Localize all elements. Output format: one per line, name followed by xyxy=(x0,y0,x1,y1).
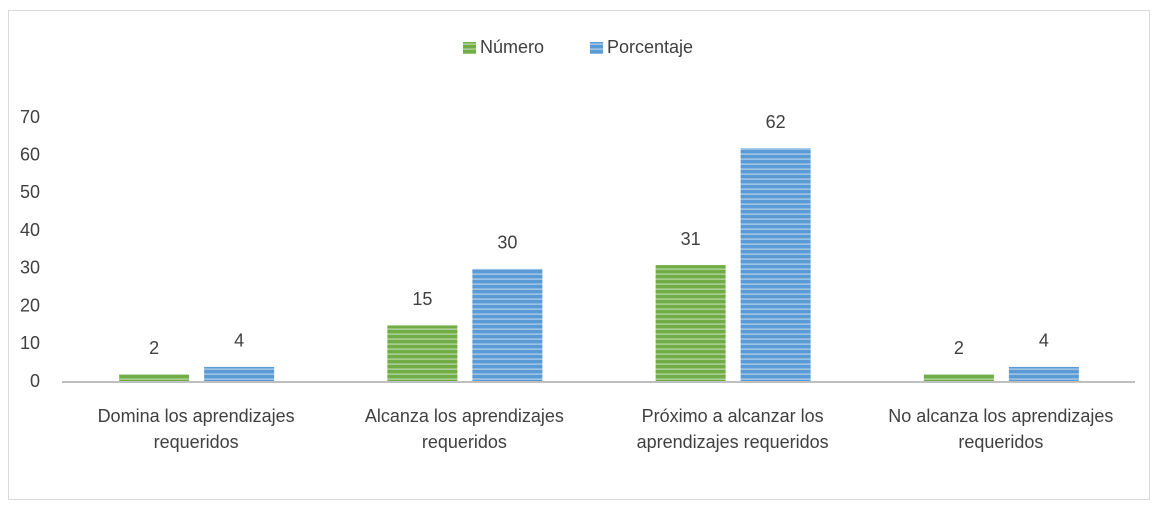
bar xyxy=(923,374,994,382)
y-tick-label: 60 xyxy=(20,144,40,164)
data-label: 15 xyxy=(412,289,432,309)
data-label: 2 xyxy=(954,338,964,358)
y-tick-label: 30 xyxy=(20,258,40,278)
x-tick-label: Domina los aprendizajes requeridos xyxy=(97,406,295,452)
bar xyxy=(655,265,726,382)
bar xyxy=(740,148,811,382)
y-tick-label: 50 xyxy=(20,182,40,202)
legend-swatch xyxy=(463,42,476,54)
legend-label: Número xyxy=(480,37,544,57)
data-label: 31 xyxy=(681,229,701,249)
data-label: 4 xyxy=(1039,331,1049,351)
bar xyxy=(472,268,543,382)
bar xyxy=(119,374,190,382)
y-tick-label: 10 xyxy=(20,333,40,353)
x-tick-label: Alcanza los aprendizajes requeridos xyxy=(364,406,564,452)
y-tick-label: 20 xyxy=(20,295,40,315)
legend-label: Porcentaje xyxy=(607,37,693,57)
data-label: 62 xyxy=(766,112,786,132)
bar xyxy=(204,366,275,382)
y-tick-label: 40 xyxy=(20,220,40,240)
data-label: 30 xyxy=(497,233,517,253)
chart-border xyxy=(8,10,1150,500)
bar xyxy=(387,325,458,382)
data-label: 4 xyxy=(234,331,244,351)
y-tick-label: 70 xyxy=(20,107,40,127)
bar xyxy=(1008,366,1079,382)
x-tick-label: No alcanza los aprendizajes requeridos xyxy=(888,406,1114,452)
legend-swatch xyxy=(590,42,603,54)
data-label: 2 xyxy=(149,338,159,358)
y-tick-label: 0 xyxy=(30,371,40,391)
x-tick-label: Próximo a alcanzar los aprendizajes requ… xyxy=(636,406,829,452)
